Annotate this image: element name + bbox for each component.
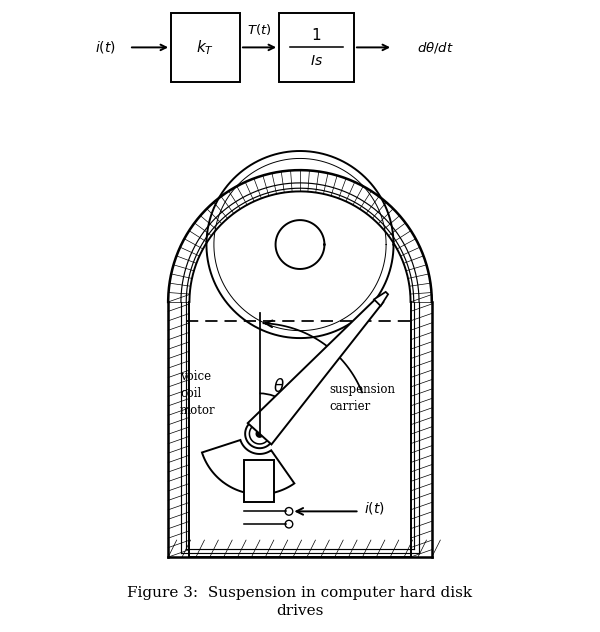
Polygon shape	[202, 440, 295, 494]
Polygon shape	[374, 292, 388, 306]
Text: drives: drives	[277, 604, 323, 618]
Text: $\theta$: $\theta$	[273, 378, 284, 396]
Text: $T(t)$: $T(t)$	[247, 22, 271, 37]
Text: $1$: $1$	[311, 27, 322, 43]
Text: $i(t)$: $i(t)$	[95, 39, 115, 56]
Text: $Is$: $Is$	[310, 54, 323, 68]
Text: $k_T$: $k_T$	[196, 38, 215, 57]
Text: $i(t)$: $i(t)$	[364, 500, 385, 516]
Bar	[171, 13, 240, 82]
Text: suspension
carrier: suspension carrier	[330, 382, 396, 413]
Bar	[244, 460, 274, 502]
Polygon shape	[248, 297, 383, 444]
Polygon shape	[256, 430, 263, 437]
Text: $d\theta/dt$: $d\theta/dt$	[417, 40, 454, 55]
Text: voice
coil
motor: voice coil motor	[180, 370, 215, 417]
Text: Figure 3:  Suspension in computer hard disk: Figure 3: Suspension in computer hard di…	[127, 586, 473, 600]
Bar	[279, 13, 354, 82]
